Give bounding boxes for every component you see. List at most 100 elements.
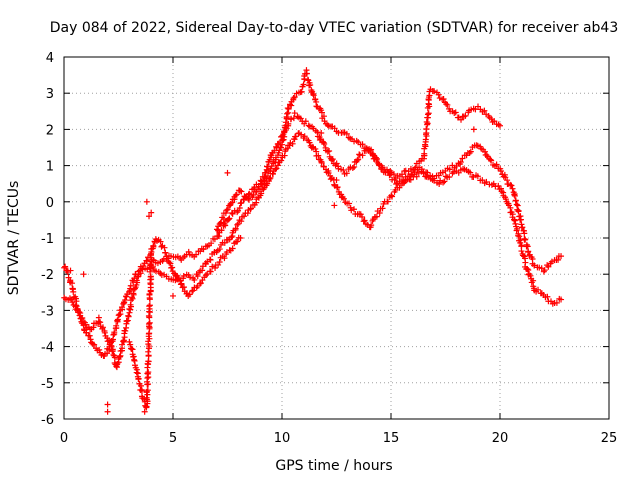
- data-point-track-a: [457, 159, 464, 166]
- data-point-track-d: [157, 238, 164, 245]
- data-point-track-b: [524, 266, 531, 273]
- data-point-track-a: [519, 224, 526, 231]
- data-point-track-b: [361, 217, 368, 224]
- data-point-track-b: [278, 157, 285, 164]
- data-point-track-c: [444, 101, 451, 108]
- data-point-track-b: [312, 145, 319, 152]
- data-point-track-c: [399, 171, 406, 178]
- data-point-track-a: [354, 157, 361, 164]
- data-point-track-a: [545, 263, 552, 270]
- data-point-track-b: [368, 222, 375, 229]
- data-point-track-d: [162, 249, 169, 256]
- data-point-track-d: [221, 255, 228, 262]
- data-point-isolated: [95, 314, 102, 321]
- data-point-track-c: [282, 119, 289, 126]
- data-point-track-d: [234, 238, 241, 245]
- data-point-track-a: [329, 156, 336, 163]
- data-point-track-b: [130, 278, 137, 285]
- data-point-track-c: [318, 109, 325, 116]
- data-point-track-c: [284, 105, 291, 112]
- data-point-track-b: [544, 293, 551, 300]
- data-point-track-c: [250, 192, 257, 199]
- data-point-track-b: [122, 297, 129, 304]
- data-point-isolated: [470, 126, 477, 133]
- data-point-track-b: [91, 341, 98, 348]
- data-point-track-d: [178, 280, 185, 287]
- data-point-track-b: [238, 218, 245, 225]
- data-point-track-b: [244, 210, 251, 217]
- data-point-track-b: [535, 286, 542, 293]
- data-point-track-a: [508, 182, 515, 189]
- data-point-track-a: [302, 118, 309, 125]
- data-point-track-c: [364, 146, 371, 153]
- data-point-track-a: [487, 156, 494, 163]
- data-point-track-a: [271, 147, 278, 154]
- data-point-track-a: [125, 313, 132, 320]
- data-point-track-a: [459, 155, 466, 162]
- data-point-track-c: [390, 171, 397, 178]
- data-point-track-b: [348, 207, 355, 214]
- data-point-track-a: [538, 265, 545, 272]
- x-tick-label: 15: [383, 431, 400, 446]
- data-point-track-a: [291, 110, 298, 117]
- data-point-track-a: [525, 248, 532, 255]
- data-point-track-b: [318, 159, 325, 166]
- data-point-track-a: [446, 166, 453, 173]
- data-point-track-b: [75, 309, 82, 316]
- data-point-track-c: [421, 150, 428, 157]
- data-point-track-c: [369, 151, 376, 158]
- data-point-track-b: [234, 221, 241, 228]
- data-point-track-b: [221, 239, 228, 246]
- data-point-track-b: [440, 179, 447, 186]
- data-point-isolated: [331, 202, 338, 209]
- data-point-track-b: [137, 270, 144, 277]
- y-tick-label: -3: [41, 304, 54, 319]
- y-tick-label: -2: [41, 268, 54, 283]
- data-point-track-a: [193, 251, 200, 258]
- x-tick-label: 0: [60, 431, 68, 446]
- data-point-track-b: [530, 277, 537, 284]
- data-point-track-b: [306, 139, 313, 146]
- data-point-track-d: [202, 272, 209, 279]
- data-point-track-b: [111, 329, 118, 336]
- data-point-track-b: [389, 193, 396, 200]
- data-point-track-b: [76, 312, 83, 319]
- data-point-track-c: [245, 195, 252, 202]
- data-point-track-a: [120, 338, 127, 345]
- data-point-track-c: [310, 92, 317, 99]
- y-tick-label: 1: [46, 160, 54, 175]
- data-point-track-c: [232, 192, 239, 199]
- data-point-track-d: [138, 387, 145, 394]
- data-point-track-d: [146, 303, 153, 310]
- data-point-track-a: [69, 280, 76, 287]
- data-point-track-b: [558, 296, 565, 303]
- data-point-track-d: [158, 243, 165, 250]
- data-point-track-d: [186, 291, 193, 298]
- data-point-track-b: [388, 192, 395, 199]
- data-point-track-a: [481, 148, 488, 155]
- x-axis-label: GPS time / hours: [275, 458, 392, 474]
- data-point-track-c: [435, 91, 442, 98]
- data-point-track-b: [232, 225, 239, 232]
- data-point-track-b: [553, 299, 560, 306]
- data-point-track-c: [217, 220, 224, 227]
- data-point-isolated: [80, 271, 87, 278]
- data-point-track-d: [212, 264, 219, 271]
- y-tick-label: 0: [46, 196, 54, 211]
- data-point-track-c: [213, 226, 220, 233]
- data-point-track-c: [259, 181, 266, 188]
- data-point-track-c: [300, 81, 307, 88]
- data-point-track-b: [228, 234, 235, 241]
- data-point-track-a: [351, 163, 358, 170]
- data-point-track-a: [555, 256, 562, 263]
- data-point-track-d: [183, 290, 190, 297]
- data-point-track-a: [558, 253, 565, 260]
- data-point-track-b: [207, 256, 214, 263]
- data-point-track-a: [340, 167, 347, 174]
- data-point-isolated: [148, 209, 155, 216]
- data-point-track-c: [277, 144, 284, 151]
- data-points: [61, 67, 565, 415]
- data-point-track-b: [127, 285, 134, 292]
- data-point-track-b: [376, 209, 383, 216]
- data-point-track-c: [246, 196, 253, 203]
